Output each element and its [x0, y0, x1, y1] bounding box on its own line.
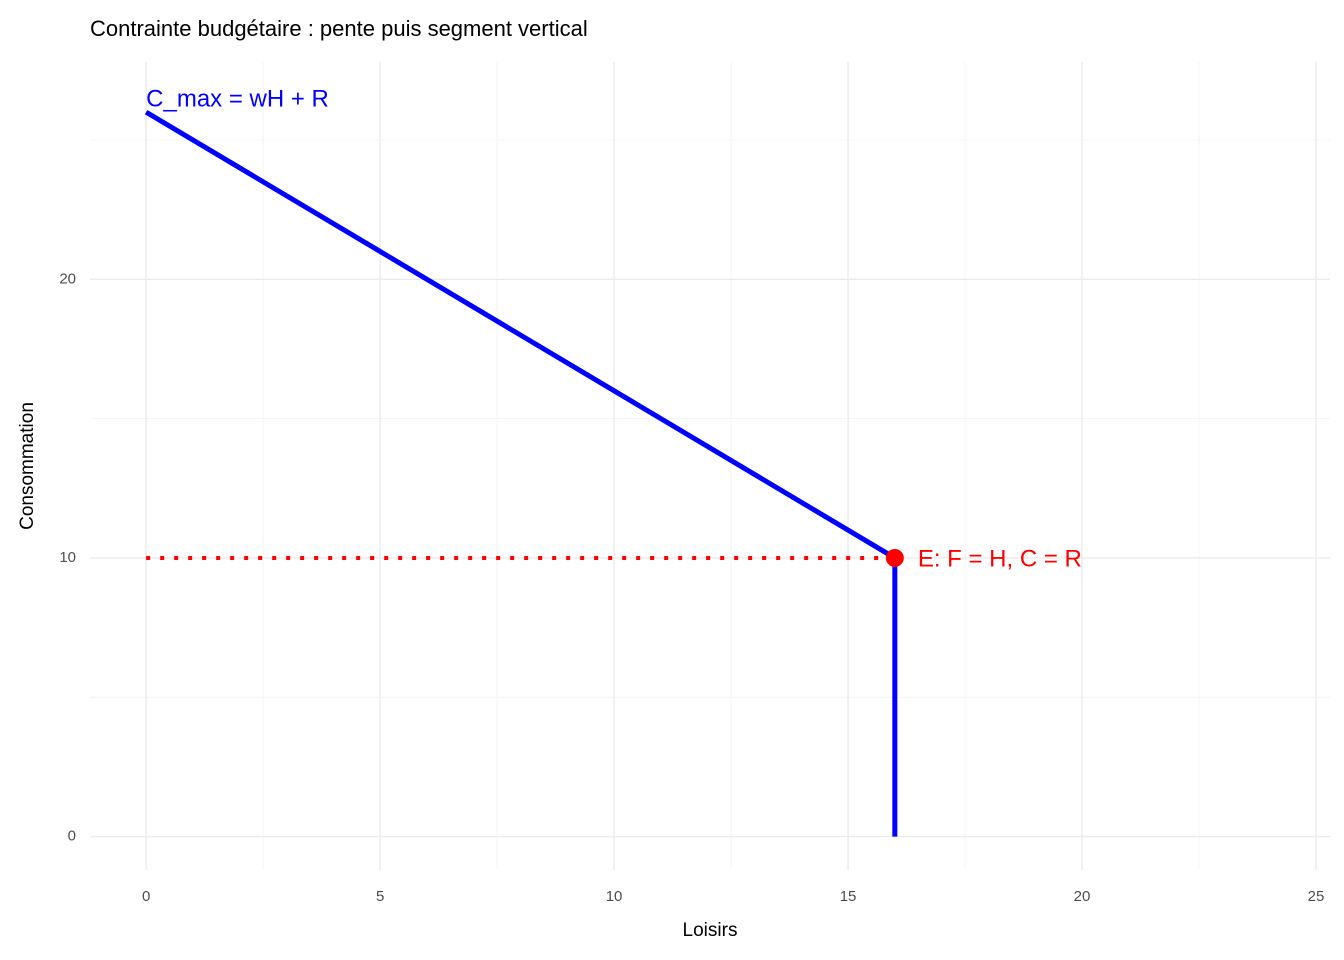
y-tick-label: 10: [59, 549, 76, 566]
y-tick-label: 20: [59, 270, 76, 287]
annotation: E: F = H, C = R: [918, 545, 1082, 572]
y-tick-label: 0: [68, 828, 76, 845]
x-tick-label: 15: [840, 888, 857, 905]
x-tick-label: 20: [1074, 888, 1091, 905]
x-axis-title: Loisirs: [683, 920, 738, 941]
x-tick-label: 10: [606, 888, 623, 905]
x-tick-label: 25: [1308, 888, 1325, 905]
annotation: C_max = wH + R: [146, 85, 329, 112]
point: [885, 548, 904, 567]
x-tick-label: 0: [142, 888, 150, 905]
chart-title: Contrainte budgétaire : pente puis segme…: [90, 16, 588, 41]
x-tick-label: 5: [376, 888, 384, 905]
y-axis-title: Consommation: [17, 402, 38, 530]
line-series: [144, 110, 898, 837]
